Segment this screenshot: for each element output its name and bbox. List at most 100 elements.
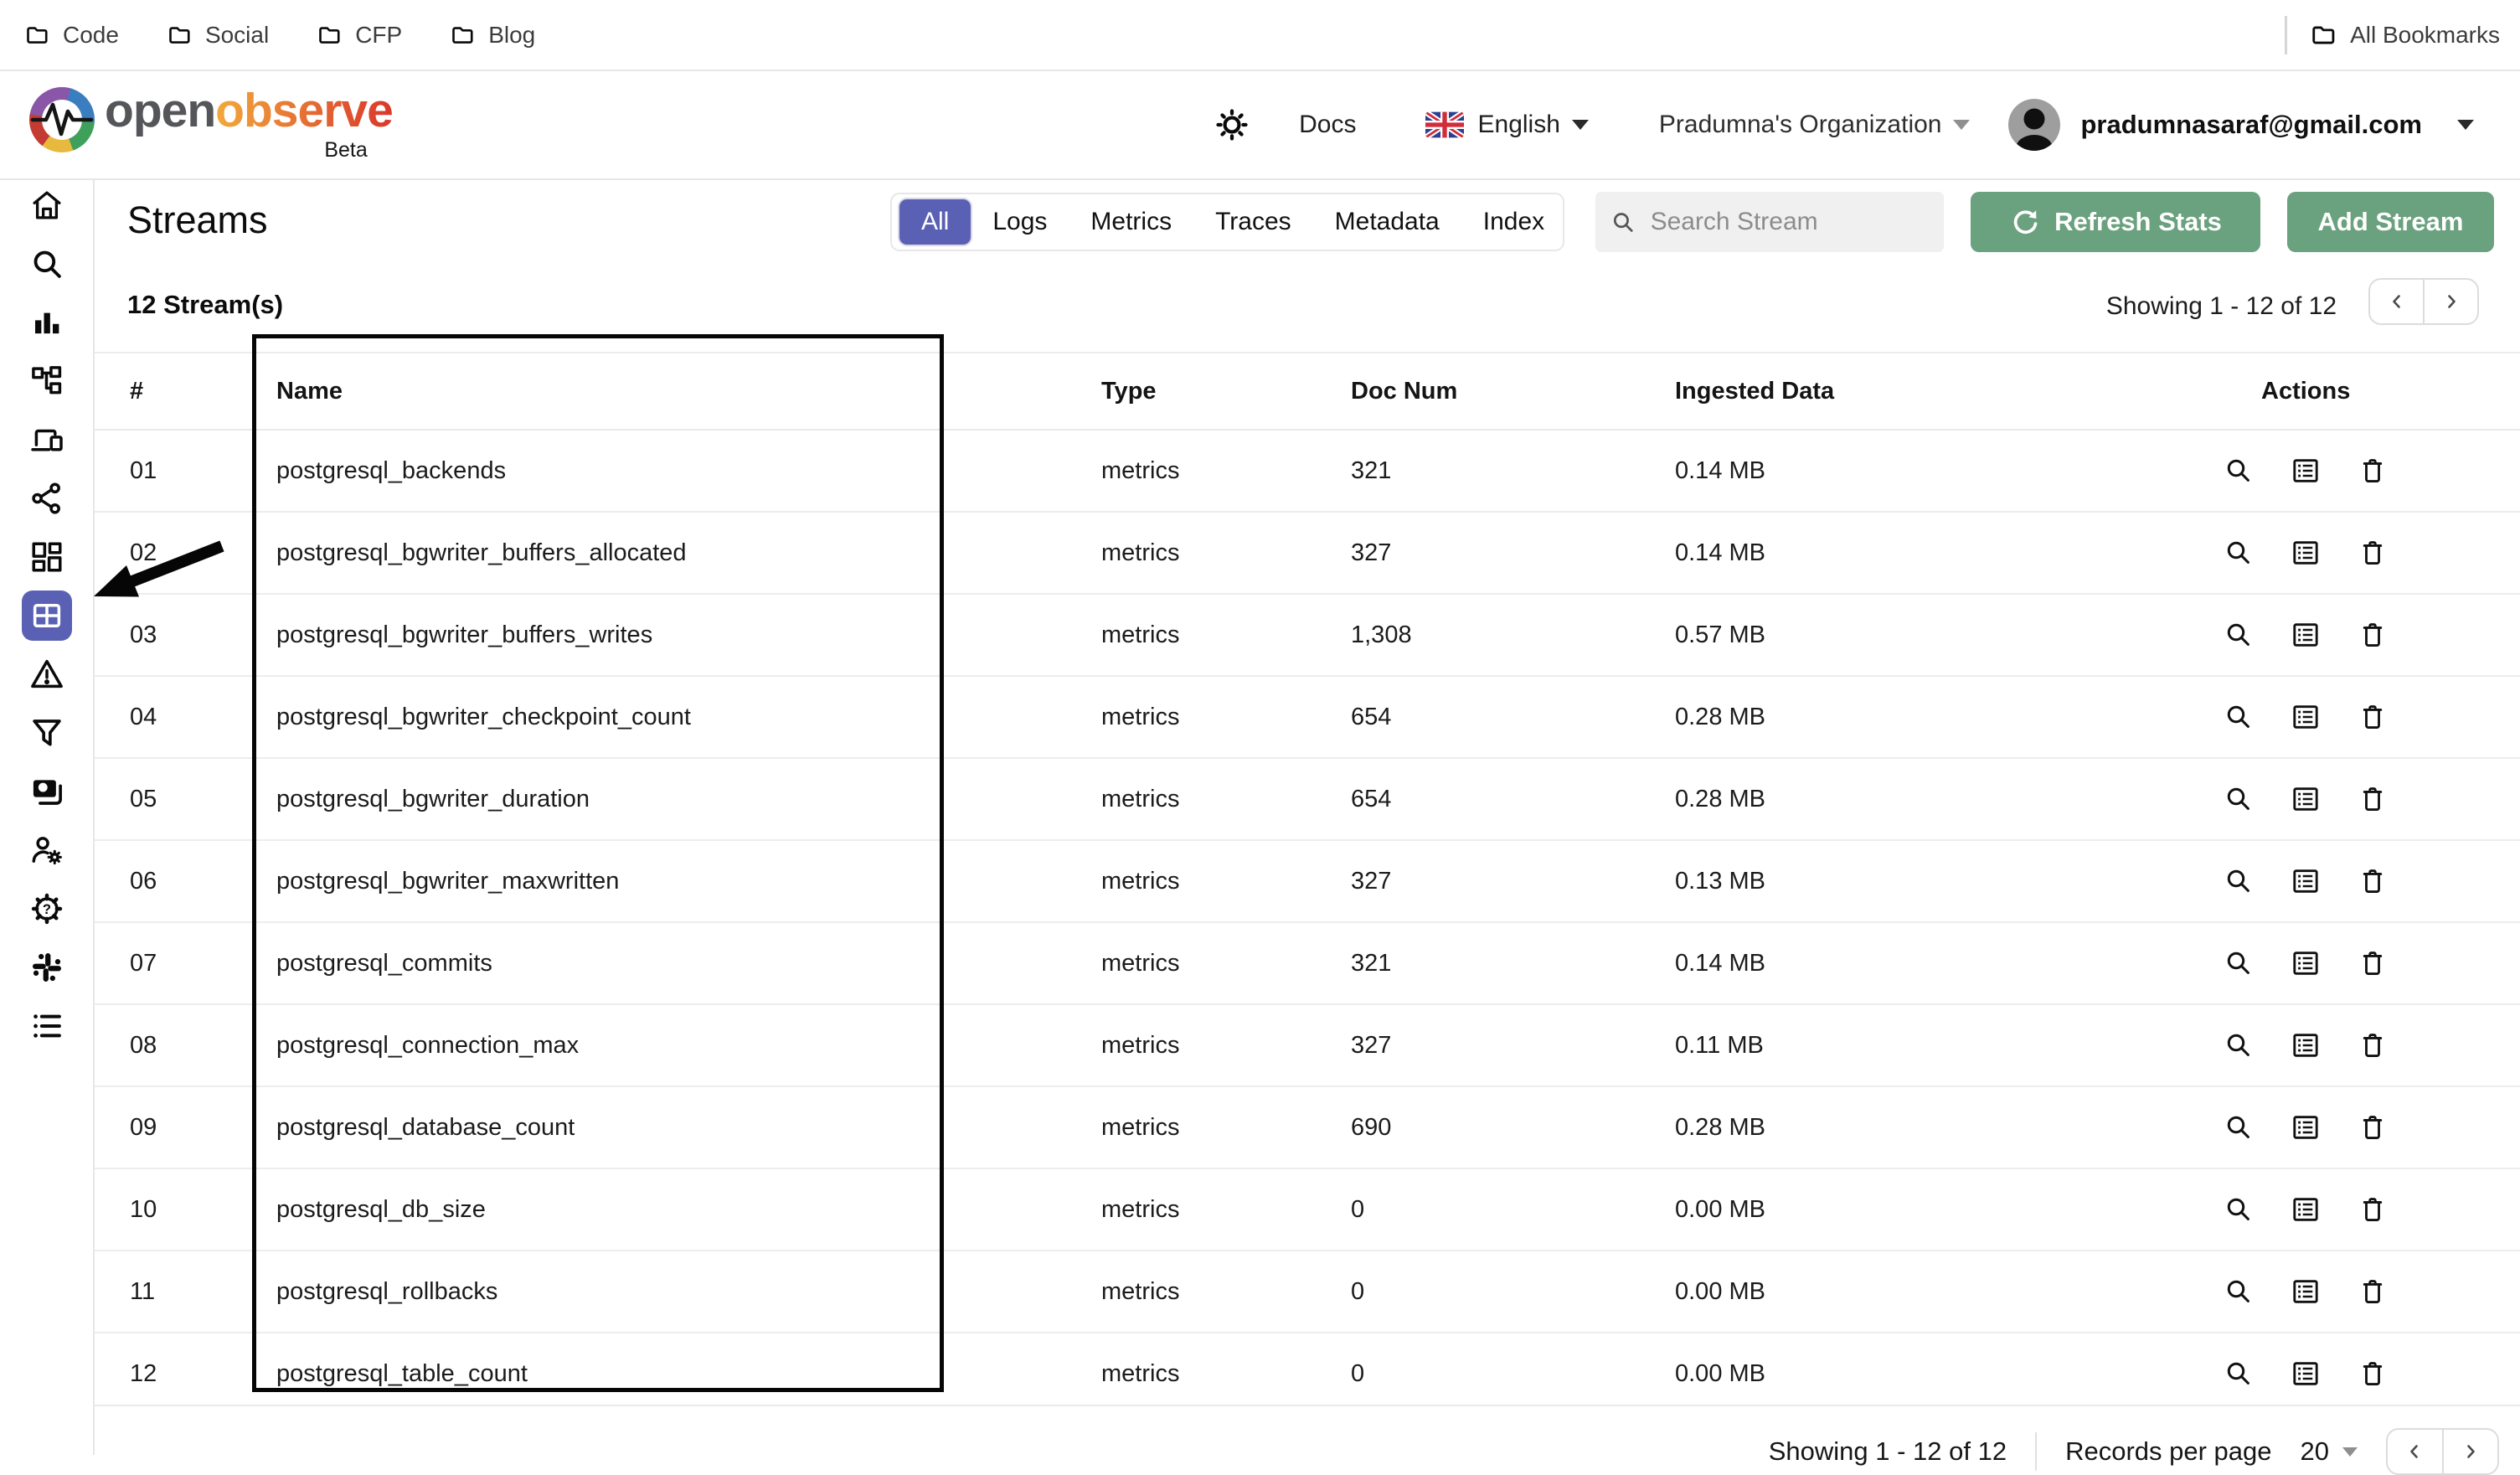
ingested-data: 0.28 MB <box>1675 1113 1765 1141</box>
table-row: 08 postgresql_connection_max metrics 327… <box>95 1005 2520 1087</box>
delete-stream-button[interactable] <box>2358 1112 2388 1142</box>
row-number: 12 <box>130 1359 157 1387</box>
delete-stream-button[interactable] <box>2358 1276 2388 1307</box>
row-actions <box>2224 948 2520 978</box>
sidebar-item-slack[interactable] <box>28 949 65 986</box>
table-body: 01 postgresql_backends metrics 321 0.14 … <box>95 431 2520 1416</box>
next-page-button[interactable] <box>2425 280 2477 323</box>
delete-stream-button[interactable] <box>2358 702 2388 732</box>
tab-index[interactable]: Index <box>1482 208 1545 235</box>
language-caret-icon[interactable] <box>1571 120 1589 130</box>
stream-schema-button[interactable] <box>2291 1359 2321 1389</box>
col-header-docnum: Doc Num <box>1351 377 1458 405</box>
stream-schema-button[interactable] <box>2291 866 2321 896</box>
docs-link[interactable]: Docs <box>1299 111 1357 138</box>
stream-name: postgresql_bgwriter_maxwritten <box>276 867 620 895</box>
sidebar-item-search[interactable] <box>28 245 65 282</box>
explore-stream-button[interactable] <box>2224 538 2254 568</box>
bookmark-folder-blog[interactable]: Blog <box>451 22 535 49</box>
stream-schema-button[interactable] <box>2291 620 2321 650</box>
explore-stream-button[interactable] <box>2224 1194 2254 1225</box>
sidebar-item-settings[interactable]: ? <box>28 890 65 927</box>
delete-stream-button[interactable] <box>2358 1194 2388 1225</box>
bookmark-folder-code[interactable]: Code <box>25 22 119 49</box>
sidebar-item-devices[interactable] <box>28 421 65 458</box>
stream-schema-button[interactable] <box>2291 702 2321 732</box>
organization-selector[interactable]: Pradumna's Organization <box>1658 111 1942 138</box>
stream-name: postgresql_commits <box>276 949 492 977</box>
add-stream-button[interactable]: Add Stream <box>2287 192 2494 252</box>
delete-stream-button[interactable] <box>2358 784 2388 814</box>
tab-metrics[interactable]: Metrics <box>1090 208 1172 235</box>
sidebar-item-metrics[interactable] <box>28 304 65 341</box>
all-bookmarks-button[interactable]: All Bookmarks <box>2311 22 2500 49</box>
tab-logs[interactable]: Logs <box>992 208 1048 235</box>
delete-stream-button[interactable] <box>2358 866 2388 896</box>
sidebar-item-iam[interactable] <box>28 832 65 869</box>
bar-chart-icon <box>34 312 59 334</box>
records-per-page-select[interactable]: 20 <box>2301 1436 2358 1467</box>
theme-toggle-button[interactable] <box>1214 106 1250 143</box>
stream-schema-button[interactable] <box>2291 1194 2321 1225</box>
col-header-type: Type <box>1101 377 1157 405</box>
col-header-name: Name <box>276 377 343 405</box>
prev-page-button-bottom[interactable] <box>2388 1430 2444 1473</box>
explore-stream-button[interactable] <box>2224 456 2254 486</box>
explore-stream-button[interactable] <box>2224 866 2254 896</box>
stream-schema-button[interactable] <box>2291 456 2321 486</box>
prev-page-button[interactable] <box>2370 280 2425 323</box>
language-selector[interactable]: English <box>1477 111 1560 138</box>
user-avatar[interactable] <box>2008 99 2061 151</box>
refresh-stats-button[interactable]: Refresh Stats <box>1971 192 2260 252</box>
explore-stream-button[interactable] <box>2224 1112 2254 1142</box>
doc-num: 321 <box>1351 456 1392 484</box>
bookmark-label: CFP <box>355 21 403 48</box>
explore-stream-button[interactable] <box>2224 1030 2254 1060</box>
sidebar-item-functions[interactable] <box>28 714 65 751</box>
row-actions <box>2224 620 2520 650</box>
tab-metadata[interactable]: Metadata <box>1334 208 1440 235</box>
explore-stream-button[interactable] <box>2224 784 2254 814</box>
explore-stream-button[interactable] <box>2224 1276 2254 1307</box>
delete-stream-button[interactable] <box>2358 1030 2388 1060</box>
stream-schema-button[interactable] <box>2291 1112 2321 1142</box>
sidebar-item-streams[interactable] <box>21 591 72 641</box>
delete-stream-button[interactable] <box>2358 538 2388 568</box>
tab-all[interactable]: All <box>899 199 971 245</box>
explore-stream-button[interactable] <box>2224 702 2254 732</box>
sidebar-item-pipelines[interactable] <box>28 363 65 400</box>
next-page-button-bottom[interactable] <box>2444 1430 2498 1473</box>
delete-stream-button[interactable] <box>2358 1359 2388 1389</box>
stream-schema-button[interactable] <box>2291 538 2321 568</box>
delete-stream-button[interactable] <box>2358 456 2388 486</box>
sidebar-item-about[interactable] <box>28 1008 65 1044</box>
stream-search <box>1595 192 1944 252</box>
sidebar-item-reports[interactable] <box>28 773 65 810</box>
sidebar-item-dashboards[interactable] <box>28 539 65 575</box>
bookmark-folder-social[interactable]: Social <box>167 22 269 49</box>
bookmark-folder-cfp[interactable]: CFP <box>317 22 402 49</box>
ingested-data: 0.28 MB <box>1675 785 1765 812</box>
stream-schema-button[interactable] <box>2291 1276 2321 1307</box>
explore-stream-button[interactable] <box>2224 1359 2254 1389</box>
stream-schema-button[interactable] <box>2291 948 2321 978</box>
table-row: 10 postgresql_db_size metrics 0 0.00 MB <box>95 1169 2520 1251</box>
doc-num: 0 <box>1351 1195 1365 1223</box>
explore-stream-button[interactable] <box>2224 948 2254 978</box>
sidebar-item-traces[interactable] <box>28 480 65 517</box>
organization-caret-icon[interactable] <box>1953 120 1971 130</box>
explore-stream-button[interactable] <box>2224 620 2254 650</box>
records-per-page-value: 20 <box>2300 1436 2329 1466</box>
tab-traces[interactable]: Traces <box>1215 208 1291 235</box>
sidebar-item-alerts[interactable] <box>28 656 65 693</box>
stream-schema-button[interactable] <box>2291 784 2321 814</box>
stream-schema-button[interactable] <box>2291 1030 2321 1060</box>
delete-stream-button[interactable] <box>2358 620 2388 650</box>
doc-num: 0 <box>1351 1277 1365 1305</box>
sidebar-item-home[interactable] <box>28 187 65 224</box>
user-menu-caret-icon[interactable] <box>2457 120 2474 130</box>
delete-stream-button[interactable] <box>2358 948 2388 978</box>
stream-type: metrics <box>1101 1031 1180 1059</box>
row-actions <box>2224 1112 2520 1142</box>
search-stream-input[interactable] <box>1648 207 1929 237</box>
